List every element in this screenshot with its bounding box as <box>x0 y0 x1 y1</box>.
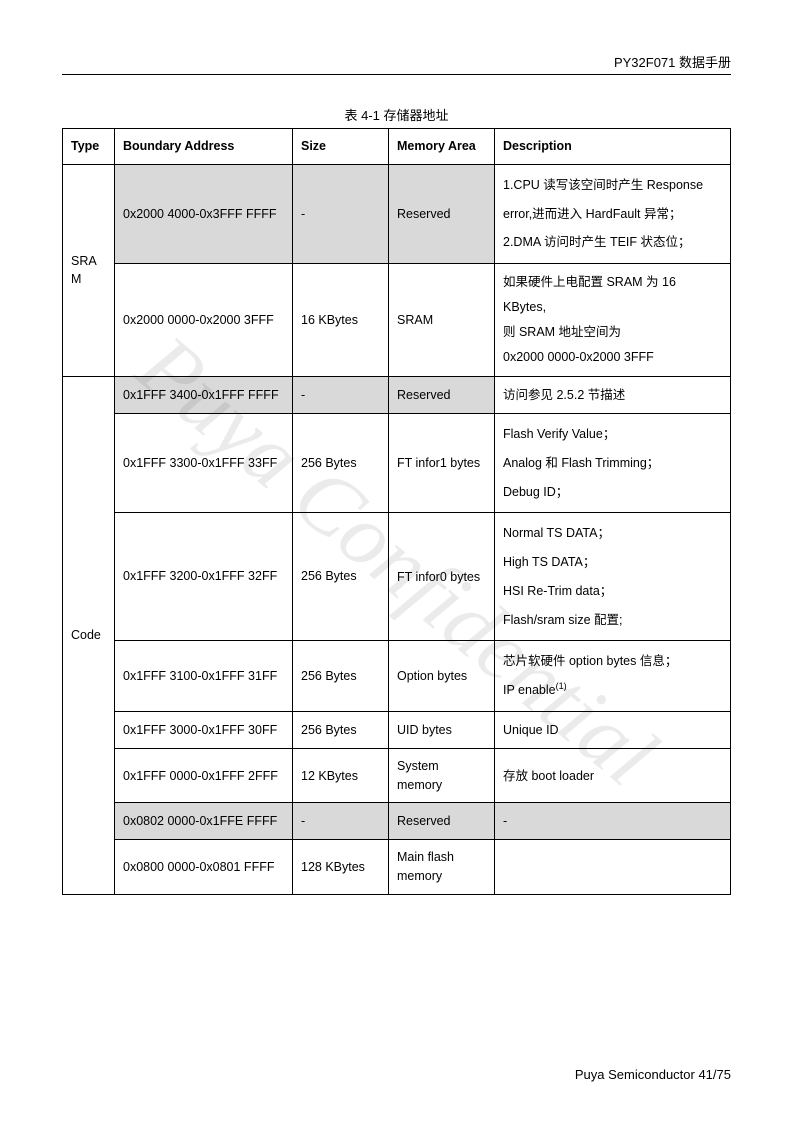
cell-addr: 0x1FFF 0000-0x1FFF 2FFF <box>115 748 293 803</box>
type-sram: SRAM <box>63 164 115 376</box>
table-caption: 表 4-1 存储器地址 <box>62 105 731 124</box>
cell-mem: SRAM <box>389 264 495 377</box>
table-header-row: Type Boundary Address Size Memory Area D… <box>63 129 731 165</box>
table-row: 0x1FFF 3000-0x1FFF 30FF 256 Bytes UID by… <box>63 711 731 748</box>
table-row: 0x1FFF 3100-0x1FFF 31FF 256 Bytes Option… <box>63 641 731 712</box>
desc-text: 芯片软硬件 option bytes 信息；IP enable <box>503 654 677 697</box>
cell-mem: UID bytes <box>389 711 495 748</box>
table-row: 0x1FFF 3300-0x1FFF 33FF 256 Bytes FT inf… <box>63 414 731 513</box>
page-footer: Puya Semiconductor 41/75 <box>575 1067 731 1082</box>
cell-addr: 0x1FFF 3100-0x1FFF 31FF <box>115 641 293 712</box>
cell-mem: Reserved <box>389 164 495 263</box>
cell-desc: 访问参见 2.5.2 节描述 <box>495 377 731 414</box>
cell-addr: 0x1FFF 3400-0x1FFF FFFF <box>115 377 293 414</box>
cell-addr: 0x0800 0000-0x0801 FFFF <box>115 840 293 895</box>
cell-addr: 0x1FFF 3300-0x1FFF 33FF <box>115 414 293 513</box>
cell-size: 16 KBytes <box>293 264 389 377</box>
cell-addr: 0x1FFF 3000-0x1FFF 30FF <box>115 711 293 748</box>
cell-size: 128 KBytes <box>293 840 389 895</box>
cell-mem: FT infor1 bytes <box>389 414 495 513</box>
cell-size: 256 Bytes <box>293 513 389 641</box>
cell-size: 256 Bytes <box>293 414 389 513</box>
cell-addr: 0x2000 4000-0x3FFF FFFF <box>115 164 293 263</box>
cell-mem: FT infor0 bytes <box>389 513 495 641</box>
cell-desc: Unique ID <box>495 711 731 748</box>
page-header: PY32F071 数据手册 <box>62 52 731 75</box>
doc-title: PY32F071 数据手册 <box>614 55 731 70</box>
cell-desc <box>495 840 731 895</box>
table-row: Code 0x1FFF 3400-0x1FFF FFFF - Reserved … <box>63 377 731 414</box>
table-row: 0x1FFF 3200-0x1FFF 32FF 256 Bytes FT inf… <box>63 513 731 641</box>
cell-desc: 1.CPU 读写该空间时产生 Response error,进而进入 HardF… <box>495 164 731 263</box>
col-addr: Boundary Address <box>115 129 293 165</box>
cell-size: - <box>293 377 389 414</box>
memory-map-table: Type Boundary Address Size Memory Area D… <box>62 128 731 895</box>
cell-mem: System memory <box>389 748 495 803</box>
table-row: 0x0802 0000-0x1FFE FFFF - Reserved - <box>63 803 731 840</box>
cell-desc: 芯片软硬件 option bytes 信息；IP enable(1) <box>495 641 731 712</box>
table-row: 0x1FFF 0000-0x1FFF 2FFF 12 KBytes System… <box>63 748 731 803</box>
cell-desc: 存放 boot loader <box>495 748 731 803</box>
footnote-ref: (1) <box>556 681 567 691</box>
cell-size: - <box>293 164 389 263</box>
cell-mem: Main flash memory <box>389 840 495 895</box>
cell-size: 12 KBytes <box>293 748 389 803</box>
col-type: Type <box>63 129 115 165</box>
cell-desc: 如果硬件上电配置 SRAM 为 16 KBytes,则 SRAM 地址空间为0x… <box>495 264 731 377</box>
cell-desc: Normal TS DATA；High TS DATA；HSI Re-Trim … <box>495 513 731 641</box>
cell-size: 256 Bytes <box>293 711 389 748</box>
cell-desc: Flash Verify Value；Analog 和 Flash Trimmi… <box>495 414 731 513</box>
cell-mem: Reserved <box>389 803 495 840</box>
table-row: SRAM 0x2000 4000-0x3FFF FFFF - Reserved … <box>63 164 731 263</box>
cell-size: 256 Bytes <box>293 641 389 712</box>
col-mem: Memory Area <box>389 129 495 165</box>
cell-mem: Option bytes <box>389 641 495 712</box>
cell-addr: 0x1FFF 3200-0x1FFF 32FF <box>115 513 293 641</box>
table-row: 0x0800 0000-0x0801 FFFF 128 KBytes Main … <box>63 840 731 895</box>
cell-addr: 0x2000 0000-0x2000 3FFF <box>115 264 293 377</box>
cell-size: - <box>293 803 389 840</box>
cell-mem: Reserved <box>389 377 495 414</box>
cell-addr: 0x0802 0000-0x1FFE FFFF <box>115 803 293 840</box>
table-row: 0x2000 0000-0x2000 3FFF 16 KBytes SRAM 如… <box>63 264 731 377</box>
cell-desc: - <box>495 803 731 840</box>
type-code: Code <box>63 377 115 895</box>
col-size: Size <box>293 129 389 165</box>
col-desc: Description <box>495 129 731 165</box>
